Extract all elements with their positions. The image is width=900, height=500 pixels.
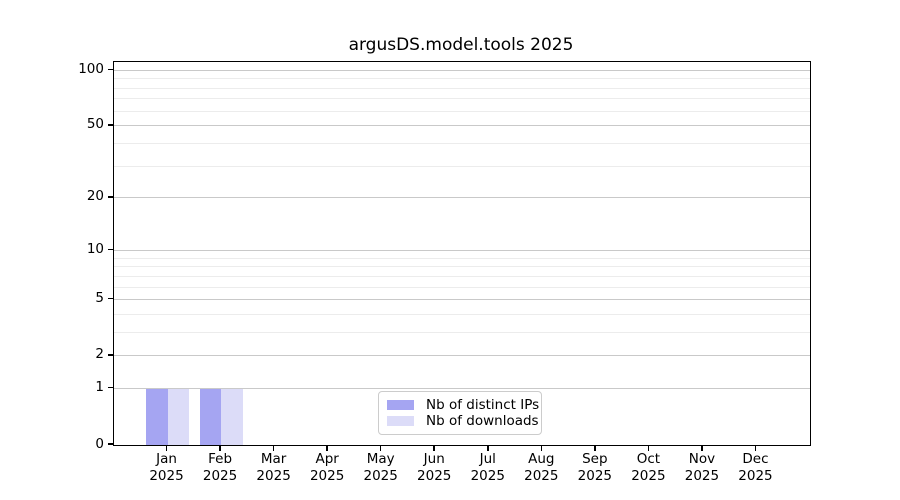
x-tick-year-nov: 2025 [684, 468, 720, 484]
minor-gridline-90 [114, 78, 810, 80]
x-tick-label-apr: Apr 2025 [292, 451, 362, 485]
y-tick-mark-20 [108, 196, 113, 198]
x-tick-year-sep: 2025 [577, 468, 613, 484]
x-tick-mark-may [379, 445, 382, 451]
x-tick-year-jun: 2025 [417, 468, 452, 484]
legend-swatch-downloads-icon [387, 416, 414, 426]
x-tick-mark-jan [165, 445, 168, 451]
y-tick-mark-5 [108, 297, 113, 300]
bar-downloads-feb [221, 388, 243, 445]
bar-downloads-jan [167, 388, 190, 445]
y-tick-label-100: 100 [78, 60, 104, 77]
minor-gridline-40 [114, 143, 810, 145]
legend: Nb of distinct IPs Nb of downloads [378, 391, 542, 435]
major-gridline-20 [114, 197, 810, 199]
x-tick-label-mar: Mar 2025 [239, 451, 309, 485]
bar-distinct-ips-feb [199, 388, 222, 445]
x-tick-mark-aug [540, 445, 543, 451]
x-tick-label-feb: Feb 2025 [185, 451, 255, 485]
x-tick-year-dec: 2025 [738, 468, 773, 484]
y-tick-mark-100 [108, 68, 113, 71]
x-tick-year-oct: 2025 [631, 468, 666, 484]
y-tick-mark-1 [108, 386, 113, 389]
y-tick-label-20: 20 [86, 188, 104, 205]
major-gridline-1 [114, 388, 810, 390]
minor-gridline-9 [114, 257, 810, 259]
y-tick-label-2: 2 [95, 346, 104, 363]
y-tick-mark-10 [108, 248, 113, 251]
major-gridline-100 [114, 69, 810, 71]
legend-item-downloads: Nb of downloads [387, 413, 539, 429]
plot-area [113, 61, 811, 446]
legend-item-distinct-ips: Nb of distinct IPs [387, 397, 539, 413]
x-tick-mark-jul [487, 445, 489, 451]
x-tick-year-mar: 2025 [256, 468, 291, 484]
x-tick-label-oct: Oct 2025 [613, 451, 683, 485]
x-tick-mark-feb [219, 445, 221, 451]
chart-title: argusDS.model.tools 2025 [348, 35, 574, 55]
x-tick-label-aug: Aug 2025 [506, 451, 576, 485]
minor-gridline-30 [114, 165, 810, 167]
y-tick-label-0: 0 [95, 435, 104, 452]
major-gridline-50 [114, 125, 810, 127]
major-gridline-5 [114, 299, 810, 301]
x-tick-year-feb: 2025 [202, 468, 238, 484]
minor-gridline-80 [114, 87, 810, 89]
legend-swatch-distinct-ips-icon [387, 400, 414, 410]
x-tick-year-jul: 2025 [470, 468, 505, 484]
minor-gridline-6 [114, 286, 810, 288]
bar-distinct-ips-jan [146, 388, 168, 445]
x-tick-label-sep: Sep 2025 [560, 451, 630, 485]
x-tick-mark-dec [754, 445, 757, 451]
x-tick-label-jan: Jan 2025 [132, 451, 202, 485]
x-tick-year-may: 2025 [363, 468, 398, 484]
x-tick-mark-nov [701, 445, 703, 451]
x-tick-year-apr: 2025 [309, 468, 345, 484]
x-tick-mark-sep [594, 445, 596, 451]
x-tick-label-jul: Jul 2025 [453, 451, 523, 485]
x-tick-year-jan: 2025 [149, 468, 184, 484]
minor-gridline-7 [114, 275, 810, 277]
y-tick-mark-0 [108, 443, 113, 445]
x-tick-label-jun: Jun 2025 [399, 451, 469, 485]
x-tick-label-may: May 2025 [346, 451, 416, 485]
x-tick-mark-mar [272, 445, 275, 451]
major-gridline-10 [114, 249, 810, 251]
y-tick-label-10: 10 [86, 240, 104, 257]
x-tick-mark-jun [433, 445, 435, 451]
y-tick-mark-2 [108, 354, 113, 356]
y-tick-mark-50 [108, 124, 113, 126]
x-tick-year-aug: 2025 [524, 468, 559, 484]
x-tick-label-dec: Dec 2025 [720, 451, 790, 485]
minor-gridline-60 [114, 110, 810, 112]
minor-gridline-4 [114, 313, 810, 315]
x-tick-label-nov: Nov 2025 [667, 451, 737, 485]
minor-gridline-70 [114, 98, 810, 100]
y-tick-label-5: 5 [95, 290, 104, 307]
x-tick-mark-apr [326, 445, 328, 451]
y-tick-label-50: 50 [86, 116, 104, 133]
minor-gridline-3 [114, 331, 810, 333]
legend-label-distinct-ips: Nb of distinct IPs [426, 397, 540, 413]
minor-gridline-8 [114, 266, 810, 268]
y-tick-label-1: 1 [95, 379, 104, 396]
legend-label-downloads: Nb of downloads [426, 413, 539, 429]
x-tick-mark-oct [647, 445, 650, 451]
major-gridline-2 [114, 355, 810, 357]
